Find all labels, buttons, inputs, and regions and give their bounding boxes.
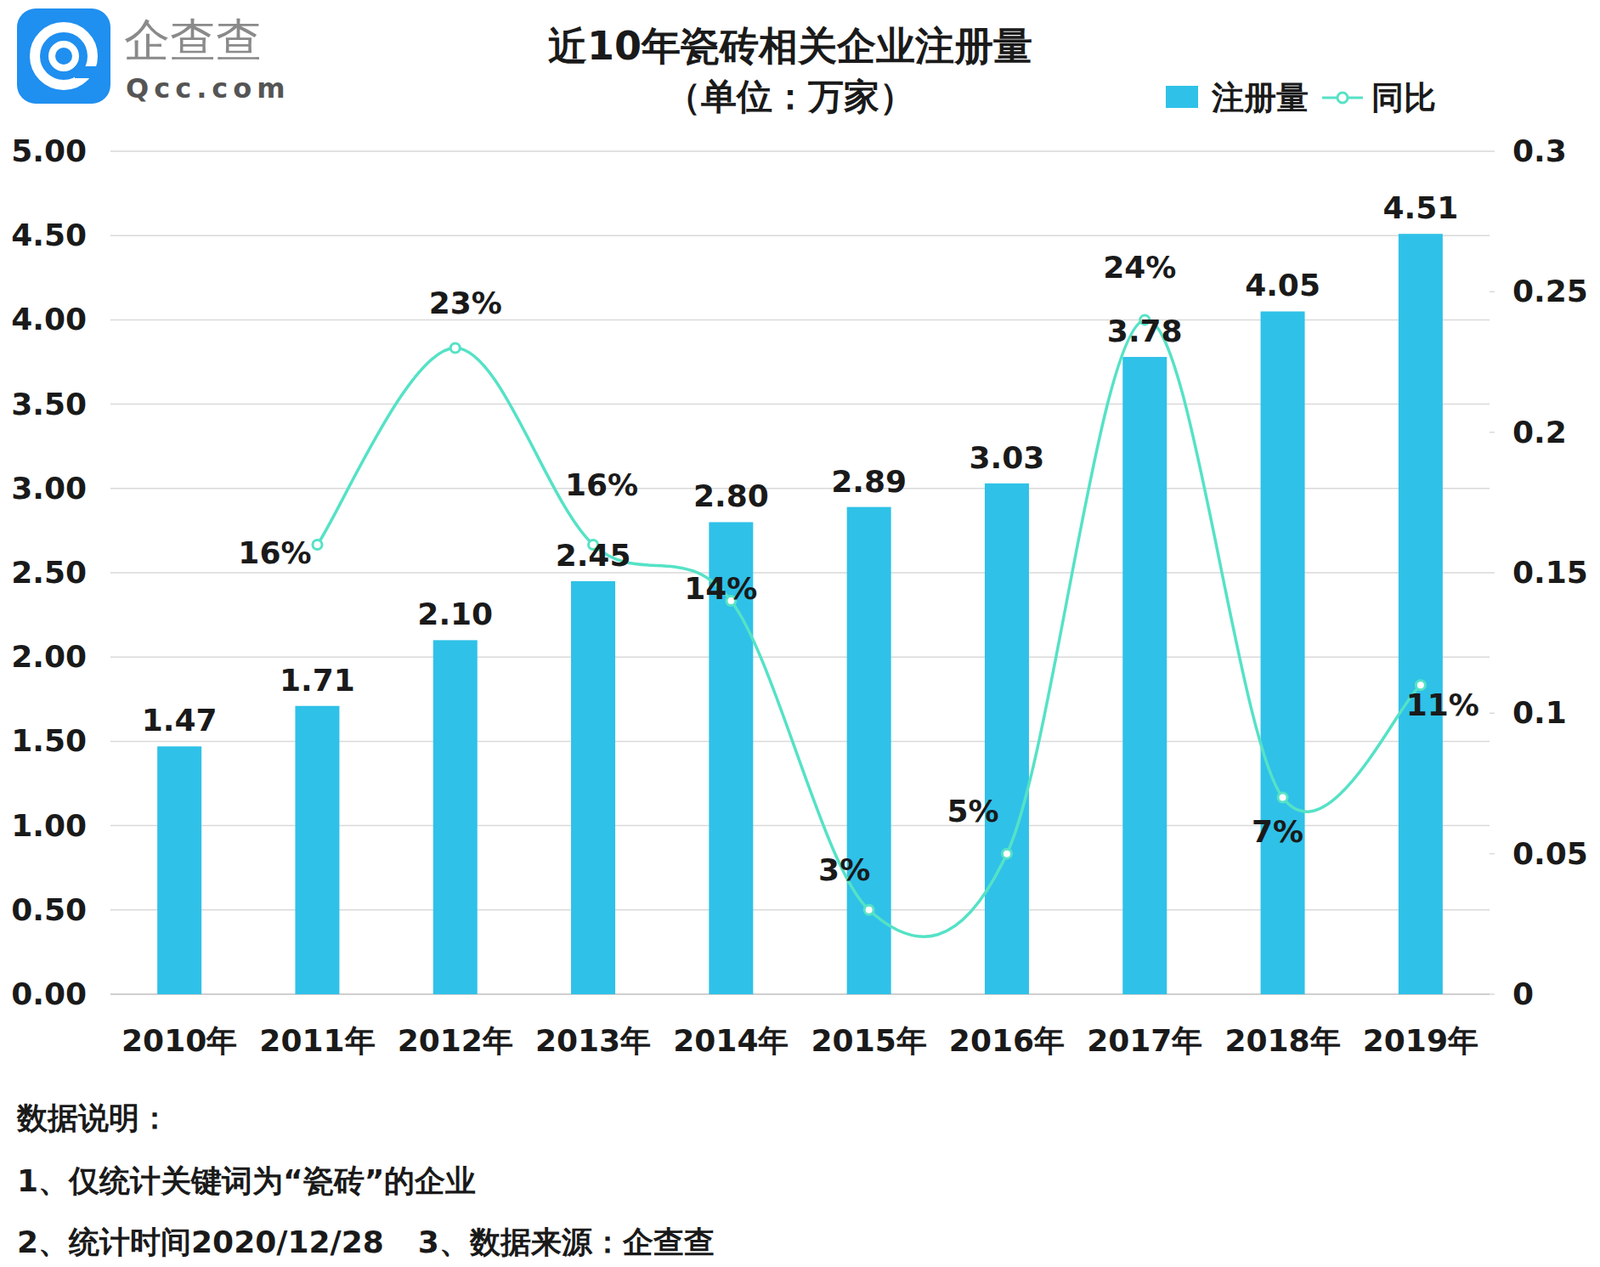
bar <box>1122 356 1167 995</box>
grid-line <box>110 150 1490 153</box>
bar-label: 3.78 <box>1107 313 1183 349</box>
logo-icon-cut <box>74 66 101 79</box>
x-tick-label: 2013年 <box>535 1023 651 1058</box>
bar <box>294 706 340 995</box>
bar-label: 4.05 <box>1244 267 1321 303</box>
note: 2、统计时间2020/12/28 <box>16 1224 385 1260</box>
y2-tick <box>1489 291 1495 294</box>
bar-label: 1.47 <box>141 702 218 738</box>
y-tick-label: 3.50 <box>11 386 87 422</box>
bar <box>1398 233 1443 995</box>
y2-tick-label: 0 <box>1512 976 1534 1012</box>
line-marker <box>1001 848 1012 859</box>
y2-tick <box>1489 712 1495 715</box>
bar <box>433 639 478 995</box>
page: 企查查 Qcc.com 近10年瓷砖相关企业注册量 （单位：万家） 注册量 同比 0.00 0… <box>0 0 1600 1267</box>
y-tick-label: 2.00 <box>11 638 87 674</box>
bar-label: 2.10 <box>417 596 493 632</box>
logo-icon <box>16 8 111 104</box>
subtitle: （单位：万家） <box>665 75 916 118</box>
y-tick-label: 5.00 <box>11 133 87 169</box>
logo-name: 企查查 <box>124 13 262 68</box>
bar <box>571 581 616 995</box>
x-tick-label: 2018年 <box>1224 1023 1340 1058</box>
bar-label: 3.03 <box>969 440 1046 475</box>
legend-swatch <box>1165 85 1199 108</box>
x-tick-label: 2011年 <box>259 1023 375 1058</box>
x-tick-label: 2012年 <box>397 1023 514 1058</box>
bar <box>157 746 202 995</box>
line-label: 3% <box>818 852 871 888</box>
logo-url: Qcc.com <box>125 72 291 105</box>
line-label: 14% <box>684 571 758 606</box>
y2-tick-label: 0.2 <box>1512 414 1567 450</box>
title: 近10年瓷砖相关企业注册量 <box>548 22 1033 69</box>
bar-label: 1.71 <box>279 662 356 698</box>
logo-icon-inner <box>51 44 76 68</box>
line-label: 16% <box>565 467 639 503</box>
grid-line <box>110 234 1490 237</box>
line <box>316 319 1420 937</box>
line-marker <box>1277 792 1288 803</box>
notes-title: 数据说明： <box>16 1100 170 1136</box>
x-tick-label: 2017年 <box>1086 1023 1203 1058</box>
bar-label: 2.80 <box>693 478 769 514</box>
legend-marker <box>1337 92 1348 103</box>
x-tick-label: 2010年 <box>121 1023 238 1058</box>
line-marker <box>864 904 874 915</box>
y-tick-label: 4.50 <box>11 217 87 253</box>
bar-label: 2.45 <box>555 537 632 573</box>
y2-tick <box>1489 150 1495 153</box>
line-label: 5% <box>946 793 999 829</box>
y-tick-label: 3.00 <box>11 470 87 506</box>
bar <box>984 483 1029 995</box>
x-tick-label: 2016年 <box>949 1023 1065 1058</box>
logo: 企查查 Qcc.com <box>16 8 291 105</box>
bar-label: 4.51 <box>1382 190 1459 226</box>
y2-tick <box>1489 571 1495 574</box>
line-label: 11% <box>1406 687 1480 723</box>
marks <box>157 233 1443 995</box>
y2-tick-label: 0.05 <box>1512 836 1589 871</box>
line-marker <box>450 343 460 353</box>
y-tick-label: 0.00 <box>11 976 87 1012</box>
y-tick-label: 4.00 <box>11 301 87 337</box>
y-tick-label: 1.50 <box>11 723 87 758</box>
x-tick-label: 2015年 <box>811 1023 928 1058</box>
line-label: 23% <box>429 285 503 321</box>
y2-tick-label: 0.3 <box>1512 133 1567 169</box>
x-tick-label: 2019年 <box>1362 1023 1479 1058</box>
y2-tick <box>1489 431 1495 434</box>
y-tick-label: 1.00 <box>11 808 87 843</box>
bar <box>1260 310 1306 995</box>
line-label: 7% <box>1251 814 1304 849</box>
line-label: 24% <box>1102 249 1176 285</box>
line-marker <box>312 539 323 549</box>
x-tick-label: 2014年 <box>672 1023 789 1058</box>
y2-tick-label: 0.1 <box>1512 695 1567 730</box>
legend-label: 同比 <box>1371 79 1437 117</box>
line-label: 16% <box>237 535 311 571</box>
bar-label: 2.89 <box>831 463 907 499</box>
y2-tick <box>1489 853 1495 855</box>
y2-tick-label: 0.25 <box>1512 273 1589 309</box>
y2-tick-label: 0.15 <box>1512 554 1589 590</box>
chart: 企查查 Qcc.com 近10年瓷砖相关企业注册量 （单位：万家） 注册量 同比 0.00 0… <box>0 0 1600 1267</box>
y-tick-label: 2.50 <box>11 554 87 590</box>
note: 3、数据来源：企查查 <box>418 1224 715 1260</box>
y-tick-label: 0.50 <box>11 892 87 928</box>
legend-label: 注册量 <box>1210 79 1309 117</box>
note: 1、仅统计关键词为“瓷砖”的企业 <box>16 1163 476 1199</box>
y2-tick <box>1489 993 1495 996</box>
